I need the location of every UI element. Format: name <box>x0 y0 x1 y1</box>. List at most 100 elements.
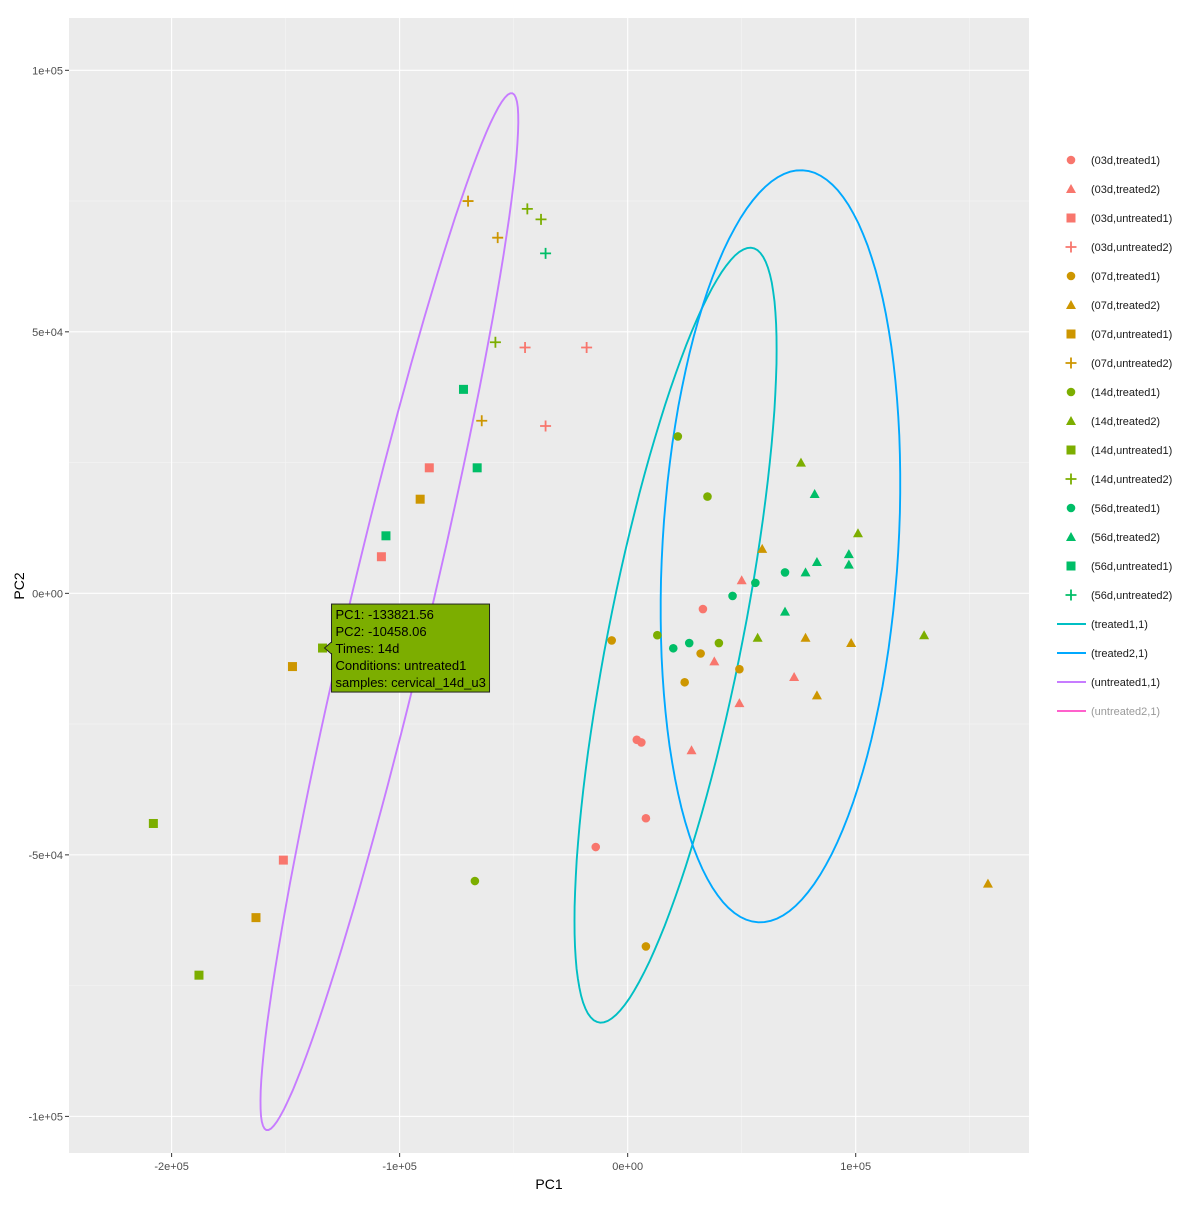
point-07d-untreated1 <box>415 494 425 504</box>
point-03d-treated2 <box>789 672 800 682</box>
legend-label: (14d,treated1) <box>1091 387 1160 399</box>
legend-key-56d-treated2 <box>1066 532 1076 541</box>
legend-label: (treated1,1) <box>1091 619 1148 631</box>
ellipse-untreated11 <box>259 92 520 1131</box>
points <box>148 195 993 980</box>
tooltip-line: PC1: -133821.56 <box>336 607 434 622</box>
point-56d-treated2 <box>780 606 791 616</box>
point-07d-treated1 <box>735 664 744 674</box>
ellipses <box>259 92 902 1131</box>
point-03d-untreated1 <box>278 855 288 865</box>
legend-key-07d-untreated1 <box>1066 329 1076 339</box>
legend-label: (56d,treated2) <box>1091 532 1160 544</box>
legend-label: (03d,treated1) <box>1091 155 1160 167</box>
legend-label: (56d,treated1) <box>1091 503 1160 515</box>
point-07d-treated2 <box>811 690 822 700</box>
point-03d-treated2 <box>734 698 745 708</box>
legend-label: (56d,untreated1) <box>1091 561 1172 573</box>
legend-key-56d-untreated1 <box>1066 561 1076 571</box>
legend-label: (untreated2,1) <box>1091 706 1160 718</box>
legend-key-07d-treated1 <box>1066 271 1076 281</box>
point-56d-treated1 <box>728 591 737 601</box>
point-56d-treated1 <box>668 643 678 653</box>
x-tick-label: 1e+05 <box>840 1161 871 1173</box>
point-14d-untreated1 <box>194 970 204 980</box>
y-axis-title: PC2 <box>11 572 27 599</box>
point-07d-treated2 <box>757 543 768 553</box>
point-56d-treated2 <box>843 549 854 559</box>
point-14d-untreated1 <box>148 818 158 828</box>
legend-label: (07d,untreated2) <box>1091 358 1172 370</box>
ellipse-treated11 <box>573 246 778 1024</box>
y-tick-label: -5e+04 <box>28 850 63 862</box>
tooltip: PC1: -133821.56 PC2: -10458.06 Times: 14d C… <box>323 603 491 693</box>
point-07d-untreated1 <box>287 662 297 672</box>
point-07d-treated1 <box>696 649 705 658</box>
legend-key-03d-treated1 <box>1066 155 1076 165</box>
point-56d-treated1 <box>684 638 694 648</box>
point-07d-treated2 <box>982 878 993 888</box>
tooltip-line: Times: 14d <box>336 641 400 656</box>
point-03d-untreated1 <box>376 552 386 562</box>
legend-key-03d-treated2 <box>1066 184 1076 193</box>
legend-key-07d-untreated2 <box>1065 357 1077 369</box>
legend-label: (07d,treated1) <box>1091 271 1160 283</box>
legend-key-07d-treated2 <box>1066 300 1076 309</box>
tooltip-line: PC2: -10458.06 <box>336 624 427 639</box>
point-07d-treated1 <box>641 942 651 951</box>
panel-background <box>69 18 1029 1153</box>
legend-key-14d-untreated1 <box>1066 445 1076 455</box>
point-14d-treated1 <box>470 876 480 886</box>
point-56d-treated1 <box>751 578 760 588</box>
legend-key-03d-untreated1 <box>1066 213 1076 223</box>
point-07d-untreated2 <box>476 415 488 427</box>
point-03d-treated1 <box>591 842 601 852</box>
point-14d-untreated2 <box>535 213 547 225</box>
point-14d-untreated2 <box>521 203 533 215</box>
point-56d-untreated1 <box>381 531 391 541</box>
legend-label: (03d,untreated1) <box>1091 213 1172 225</box>
legend-key-03d-untreated2 <box>1065 241 1077 253</box>
point-07d-untreated1 <box>251 913 261 923</box>
point-03d-untreated1 <box>424 463 434 473</box>
point-03d-untreated2 <box>519 342 531 354</box>
point-03d-treated2 <box>709 656 720 666</box>
x-tick-label: -2e+05 <box>154 1161 189 1173</box>
legend: (03d,treated1) (03d,treated2) (03d,untreat… <box>1057 155 1172 718</box>
y-tick-label: 1e+05 <box>32 65 63 77</box>
point-07d-treated1 <box>680 677 689 687</box>
point-14d-untreated1 <box>318 643 328 653</box>
point-03d-treated1 <box>637 738 646 747</box>
point-07d-treated2 <box>800 632 811 642</box>
point-56d-treated2 <box>843 559 854 569</box>
legend-label: (56d,untreated2) <box>1091 590 1172 602</box>
point-56d-treated2 <box>809 488 820 498</box>
point-03d-treated1 <box>641 813 651 823</box>
x-tick-label: -1e+05 <box>382 1161 417 1173</box>
y-tick-label: 0e+00 <box>32 588 63 600</box>
x-axis-title: PC1 <box>535 1176 562 1192</box>
y-tick-label: -1e+05 <box>28 1111 63 1123</box>
point-56d-untreated1 <box>472 463 482 473</box>
legend-label: (14d,untreated1) <box>1091 445 1172 457</box>
legend-key-14d-untreated2 <box>1065 473 1077 485</box>
point-14d-treated1 <box>673 432 683 441</box>
point-03d-treated2 <box>686 745 697 755</box>
legend-label: (14d,treated2) <box>1091 416 1160 428</box>
point-14d-untreated2 <box>489 336 501 348</box>
point-56d-untreated2 <box>540 247 552 259</box>
legend-key-14d-treated1 <box>1066 387 1076 397</box>
ellipse-treated21 <box>659 169 902 924</box>
point-14d-treated1 <box>703 492 712 501</box>
point-03d-treated1 <box>698 604 708 614</box>
point-03d-untreated2 <box>540 420 552 432</box>
legend-label: (untreated1,1) <box>1091 677 1160 689</box>
point-56d-treated1 <box>780 568 790 577</box>
point-14d-treated1 <box>714 638 724 648</box>
legend-key-14d-treated2 <box>1066 416 1076 425</box>
legend-label: (07d,untreated1) <box>1091 329 1172 341</box>
legend-label: (03d,untreated2) <box>1091 242 1172 254</box>
legend-label: (14d,untreated2) <box>1091 474 1172 486</box>
tooltip-line: samples: cervical_14d_u3 <box>336 675 486 690</box>
point-14d-treated2 <box>752 632 763 642</box>
